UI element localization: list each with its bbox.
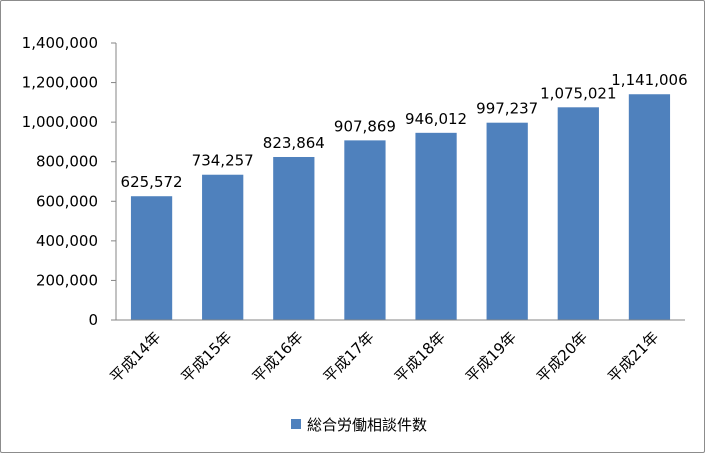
- y-axis: 0 200,000 400,000 600,000 800,000 1,000,000 1,…: [22, 34, 117, 329]
- x-tick-label: 平成14年: [106, 328, 164, 386]
- x-tick-label: 平成19年: [462, 328, 520, 386]
- bar: [273, 156, 315, 320]
- data-label: 625,572: [121, 173, 183, 191]
- x-axis: 平成14年 平成15年 平成16年 平成17年 平成18年 平成19年 平成20年 平成21年: [106, 319, 685, 386]
- y-tick-label: 1,400,000: [22, 34, 98, 52]
- x-tick-label: 平成15年: [177, 328, 235, 386]
- bar: [486, 122, 528, 320]
- y-tick-label: 1,200,000: [22, 74, 98, 92]
- data-label: 946,012: [405, 110, 467, 128]
- bar: [628, 94, 671, 321]
- bar: [344, 140, 386, 320]
- bar: [202, 174, 244, 320]
- y-tick-label: 0: [88, 311, 98, 329]
- y-tick-label: 400,000: [36, 232, 98, 250]
- data-label: 823,864: [263, 134, 325, 152]
- x-tick-label: 平成21年: [604, 328, 662, 386]
- y-tick-label: 600,000: [36, 192, 98, 210]
- data-label: 1,141,006: [611, 71, 687, 89]
- bar: [415, 132, 457, 320]
- bar: [557, 107, 599, 321]
- x-tick-label: 平成18年: [391, 328, 449, 386]
- y-tick-label: 800,000: [36, 153, 98, 171]
- data-label: 734,257: [192, 152, 254, 170]
- data-label: 1,075,021: [540, 84, 616, 102]
- y-tick-label: 1,000,000: [22, 113, 98, 131]
- x-tick-label: 平成20年: [533, 328, 591, 386]
- bar: [130, 196, 173, 320]
- legend: 総合労働相談件数: [291, 416, 427, 434]
- data-label: 997,237: [476, 100, 538, 118]
- legend-label: 総合労働相談件数: [307, 416, 427, 434]
- legend-swatch: [291, 419, 301, 429]
- y-tick-label: 200,000: [36, 271, 98, 289]
- x-tick-label: 平成16年: [249, 328, 307, 386]
- bars: 625,572 734,257 823,864 907,869 946,012 997,2…: [121, 71, 688, 321]
- x-tick-label: 平成17年: [320, 328, 378, 386]
- data-label: 907,869: [334, 117, 396, 135]
